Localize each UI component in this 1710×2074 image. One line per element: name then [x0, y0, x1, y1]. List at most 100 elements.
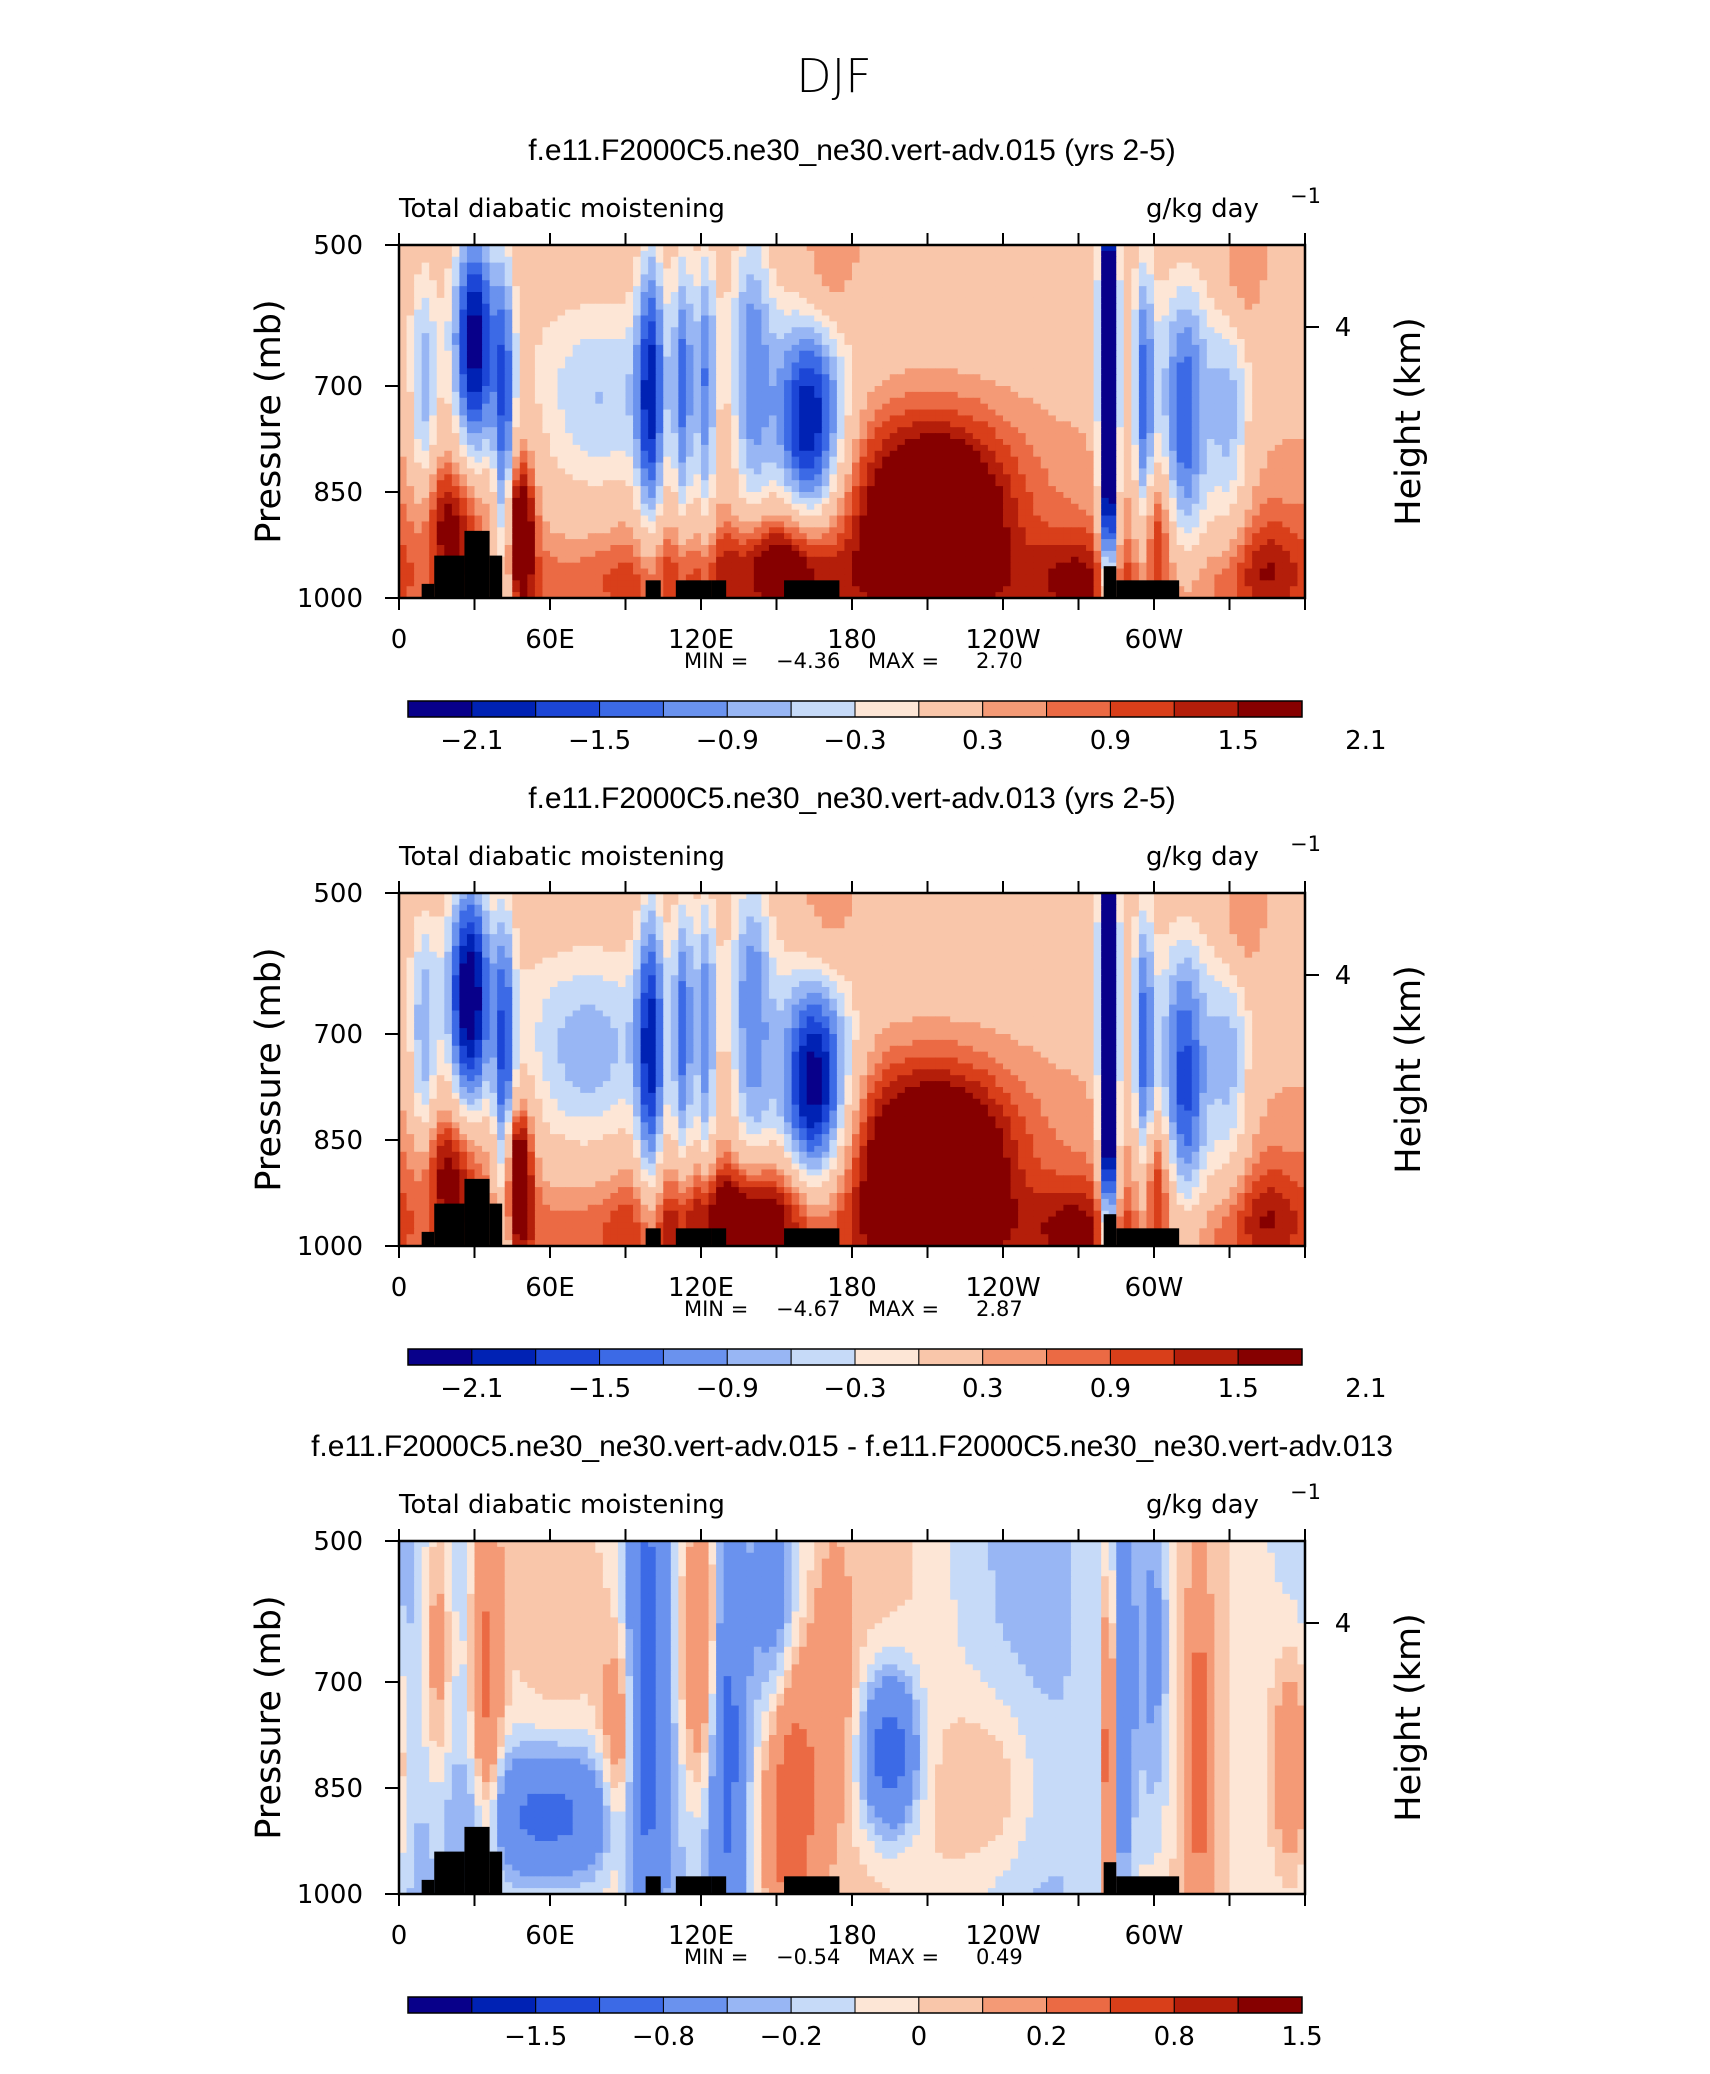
colorbar-label: −0.3: [823, 1374, 886, 1404]
colorbar-swatch: [854, 1348, 920, 1366]
y-right-tick-label: 4: [1335, 313, 1352, 343]
max-label: MAX =: [868, 1297, 939, 1321]
x-tick-label: 180: [827, 1273, 877, 1303]
colorbar-label: 1.5: [1281, 2022, 1322, 2052]
colorbar-label: 0.9: [1090, 1374, 1131, 1404]
x-tick-label: 0: [391, 1921, 408, 1951]
colorbar-swatch: [535, 1996, 601, 2014]
colorbar-label: 0.2: [1026, 2022, 1067, 2052]
colorbar-swatch: [535, 700, 601, 718]
x-tick-label: 120W: [965, 1921, 1040, 1951]
min-value: −4.36: [776, 649, 840, 673]
colorbar: [407, 700, 1303, 718]
topography-block: [645, 580, 661, 598]
x-tick-label: 120E: [668, 1921, 734, 1951]
topography-block: [675, 580, 712, 598]
y-right-axis-label: Height (km): [1389, 1613, 1429, 1822]
colorbar-swatch: [726, 1348, 792, 1366]
colorbar-swatch: [1046, 1996, 1111, 2014]
topography: [421, 1826, 1180, 1894]
topography-block: [464, 1178, 490, 1246]
max-value: 0.49: [976, 1945, 1023, 1969]
colorbar-swatch: [790, 1996, 856, 2014]
topography-block: [675, 1876, 712, 1894]
y-axis-label: Pressure (mb): [249, 947, 289, 1191]
colorbar-swatch: [982, 700, 1048, 718]
y-tick-label: 700: [313, 1668, 363, 1698]
panel-2: 0 60E 120E 180 120W 60W 500 700 850 1000 4 Pressure…: [249, 782, 1429, 1404]
topography-block: [645, 1876, 661, 1894]
colorbar-swatch: [599, 700, 664, 718]
colorbar-label: 1.5: [1217, 726, 1258, 756]
colorbar-label: −2.1: [440, 726, 503, 756]
colorbar-label: −0.3: [823, 726, 886, 756]
colorbar-swatch: [662, 1996, 728, 2014]
colorbar-label: −0.9: [696, 726, 759, 756]
topography-block: [711, 1228, 727, 1246]
y-right-axis-label: Height (km): [1389, 965, 1429, 1174]
units-label: g/kg day: [1146, 1490, 1259, 1520]
panel-3: 0 60E 120E 180 120W 60W 500 700 850 1000 4 Pressure…: [249, 1430, 1429, 2052]
min-label: MIN =: [684, 1297, 748, 1321]
y-tick-label: 500: [313, 1527, 363, 1557]
y-tick-label: 850: [313, 478, 363, 508]
colorbar-label: −1.5: [568, 726, 631, 756]
colorbar-label: −2.1: [440, 1374, 503, 1404]
x-tick-label: 60E: [525, 625, 575, 655]
x-tick-label: 60W: [1125, 1273, 1184, 1303]
colorbar-frame: [407, 1996, 1303, 2014]
colorbar-swatch: [1109, 1348, 1175, 1366]
units-label: g/kg day: [1146, 194, 1259, 224]
colorbar-swatch: [854, 1996, 920, 2014]
colorbar: [407, 1996, 1303, 2014]
colorbar-swatch: [726, 1996, 792, 2014]
min-label: MIN =: [684, 649, 748, 673]
topography-block: [784, 1228, 840, 1246]
colorbar-frame: [407, 700, 1303, 718]
contour-field: [399, 245, 1306, 599]
colorbar-label: 0.3: [962, 1374, 1003, 1404]
y-right-tick-label: 4: [1335, 961, 1352, 991]
y-tick-label: 700: [313, 1020, 363, 1050]
panel-1: 0 60E 120E 180 120W 60W 500 700 850 1000 4 Pressure…: [249, 134, 1429, 756]
topography-block: [1116, 1228, 1180, 1246]
colorbar-swatch: [662, 700, 728, 718]
max-label: MAX =: [868, 649, 939, 673]
colorbar-swatch: [407, 1348, 473, 1366]
topography-block: [421, 1231, 435, 1246]
colorbar-swatch: [854, 700, 920, 718]
x-tick-label: 60E: [525, 1921, 575, 1951]
topography-block: [784, 580, 840, 598]
x-tick-label: 60E: [525, 1273, 575, 1303]
colorbar-swatch: [726, 700, 792, 718]
y-right-axis-label: Height (km): [1389, 317, 1429, 526]
topography-block: [434, 1203, 465, 1246]
panel-title: f.e11.F2000C5.ne30_ne30.vert-adv.015 - f…: [311, 1430, 1393, 1463]
colorbar-swatch: [982, 1348, 1048, 1366]
max-value: 2.87: [976, 1297, 1023, 1321]
topography-block: [1103, 1862, 1117, 1894]
colorbar-swatch: [1109, 1996, 1175, 2014]
y-tick-label: 500: [313, 231, 363, 261]
x-tick-label: 60W: [1125, 1921, 1184, 1951]
y-tick-label: 1000: [297, 1232, 363, 1262]
topography-block: [675, 1228, 712, 1246]
colorbar-swatch: [1173, 700, 1239, 718]
topography-block: [711, 1876, 727, 1894]
x-tick-label: 0: [391, 625, 408, 655]
x-tick-label: 180: [827, 625, 877, 655]
topography-block: [464, 1826, 490, 1894]
colorbar-swatch: [407, 1996, 473, 2014]
topography-block: [784, 1876, 840, 1894]
units-label: g/kg day: [1146, 842, 1259, 872]
topography-block: [1103, 1214, 1117, 1246]
y-tick-label: 1000: [297, 1880, 363, 1910]
topography-block: [464, 530, 490, 598]
colorbar-label: 2.1: [1345, 726, 1386, 756]
y-tick-label: 700: [313, 372, 363, 402]
colorbar-label: 0.8: [1154, 2022, 1195, 2052]
topography-block: [434, 555, 465, 598]
units-exponent: −1: [1290, 832, 1321, 856]
colorbar-swatch: [790, 1348, 856, 1366]
